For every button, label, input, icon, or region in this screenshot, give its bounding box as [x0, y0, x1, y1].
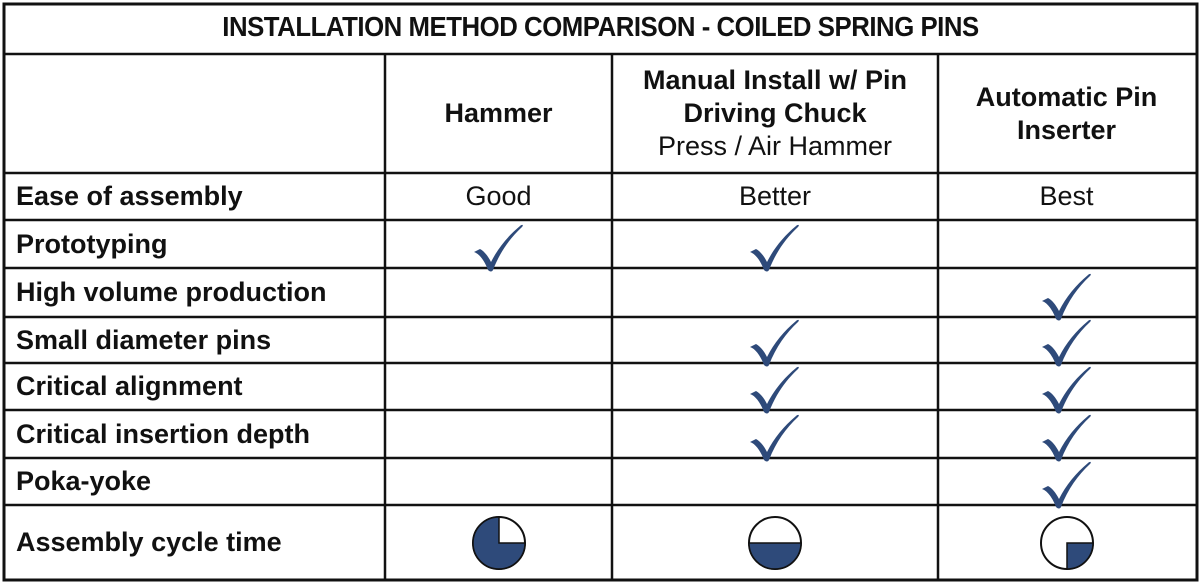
- check-cell: [472, 224, 526, 281]
- row-label: Poka-yoke: [16, 466, 152, 496]
- check-cell: [1040, 273, 1094, 330]
- cycle-time-pie: [1038, 514, 1096, 577]
- row-label: High volume production: [16, 277, 327, 307]
- check-cell: [1040, 319, 1094, 376]
- check-mark-icon: [750, 414, 799, 462]
- column-header-1: Hammer: [385, 54, 612, 173]
- rating-text: Best: [1039, 181, 1094, 211]
- row-label: Critical insertion depth: [16, 418, 311, 449]
- row-label: Critical alignment: [16, 371, 243, 401]
- row-label: Ease of assembly: [16, 181, 243, 211]
- rating-text: Good: [465, 181, 532, 211]
- check-mark-icon: [750, 224, 799, 272]
- quarter-pie-icon: [748, 515, 802, 570]
- column-header-line: Press / Air Hammer: [657, 131, 893, 161]
- column-header-2: Manual Install w/ Pin Driving Chuck Press …: [612, 54, 938, 173]
- check-mark-icon: [1041, 461, 1091, 509]
- check-mark-icon: [473, 224, 523, 272]
- check-mark-icon: [750, 366, 799, 414]
- cycle-time-pie: [470, 514, 528, 577]
- row-label: Small diameter pins: [16, 324, 272, 355]
- check-cell: [1040, 414, 1094, 471]
- check-cell: [748, 366, 802, 423]
- column-header-line: Inserter: [1016, 114, 1117, 145]
- column-header-line: Hammer: [444, 98, 553, 128]
- row-label: Prototyping: [16, 228, 168, 259]
- column-header-line: Manual Install w/ Pin: [642, 65, 908, 95]
- check-cell: [1040, 366, 1094, 423]
- rating-text: Better: [738, 181, 812, 211]
- check-cell: [748, 319, 802, 376]
- table-title: INSTALLATION METHOD COMPARISON - COILED …: [222, 11, 979, 42]
- check-mark-icon: [1041, 319, 1091, 367]
- row-label: Assembly cycle time: [16, 527, 282, 557]
- check-mark-icon: [750, 319, 799, 367]
- check-mark-icon: [1041, 414, 1091, 462]
- column-header-line: Driving Chuck: [683, 98, 867, 128]
- check-mark-icon: [1041, 273, 1091, 321]
- quarter-pie-icon: [471, 515, 526, 570]
- check-cell: [1040, 461, 1094, 518]
- column-header-line: Automatic Pin: [975, 81, 1158, 112]
- cycle-time-pie: [746, 514, 804, 577]
- check-cell: [748, 224, 802, 281]
- check-mark-icon: [1041, 366, 1091, 414]
- column-header-3: Automatic Pin Inserter: [938, 54, 1195, 173]
- check-cell: [748, 414, 802, 471]
- quarter-pie-icon: [1039, 515, 1094, 570]
